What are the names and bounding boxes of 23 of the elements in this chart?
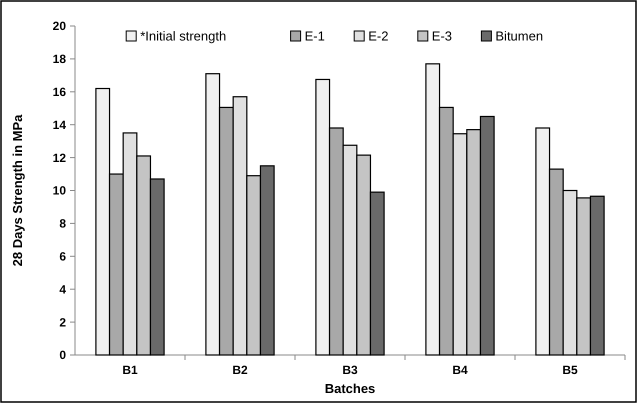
legend-label: *Initial strength <box>140 28 226 44</box>
y-tick-label: 0 <box>59 348 66 362</box>
y-tick-label: 16 <box>52 85 66 99</box>
y-tick-label: 12 <box>52 150 66 165</box>
legend-label: E-1 <box>304 28 325 44</box>
x-tick-label: B1 <box>122 363 138 377</box>
y-tick-label: 6 <box>59 250 66 264</box>
y-tick-label: 8 <box>59 216 66 231</box>
y-tick-label: 18 <box>52 52 66 66</box>
x-axis-title: Batches <box>324 381 376 396</box>
y-tick-label: 4 <box>59 282 66 296</box>
y-tick-label: 14 <box>52 118 66 132</box>
legend-label: E-2 <box>368 28 388 44</box>
legend-label: Bitumen <box>495 28 544 44</box>
legend-label: E-3 <box>432 28 452 44</box>
x-tick-label: B4 <box>452 363 468 377</box>
x-tick-label: B5 <box>562 363 578 377</box>
x-tick-label: B2 <box>232 363 248 377</box>
y-tick-label: 20 <box>52 19 66 34</box>
y-axis-title: 28 Days Strength in MPa <box>10 114 25 266</box>
y-tick-label: 10 <box>52 184 66 198</box>
x-tick-label: B3 <box>342 363 358 377</box>
y-tick-label: 2 <box>59 315 66 330</box>
